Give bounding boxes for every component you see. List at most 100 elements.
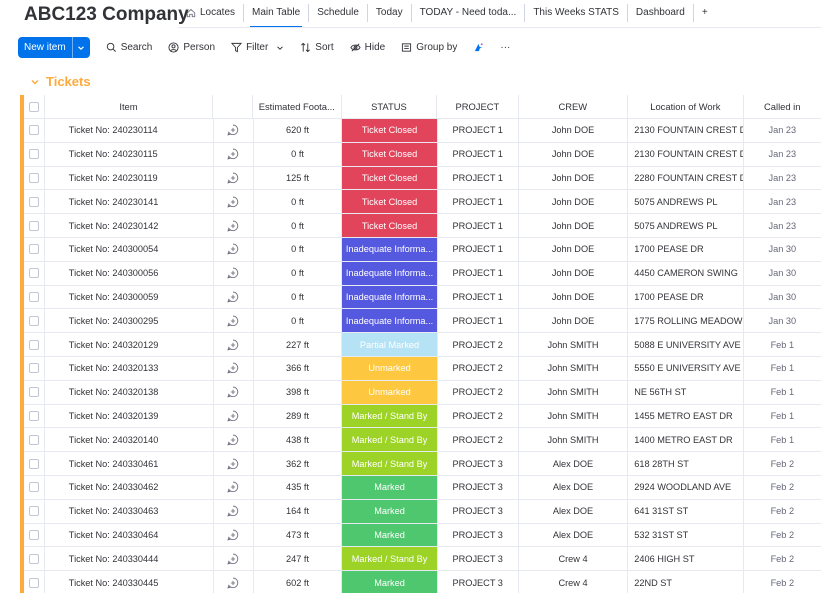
status-cell[interactable]: Partial Marked <box>342 333 438 356</box>
row-checkbox[interactable] <box>28 220 39 231</box>
project-cell[interactable]: PROJECT 1 <box>438 309 519 333</box>
location-cell[interactable]: 1455 METRO EAST DR <box>628 404 744 428</box>
row-checkbox[interactable] <box>28 387 39 398</box>
table-row[interactable]: Ticket No: 240230141 0 ft Ticket Closed PRO… <box>24 190 821 215</box>
status-cell[interactable]: Marked <box>342 499 438 523</box>
called-in-cell[interactable]: Jan 30 <box>768 315 797 326</box>
location-cell[interactable]: 1775 ROLLING MEADOWS ... <box>628 309 744 333</box>
row-select-cell[interactable] <box>24 571 45 593</box>
project-cell[interactable]: PROJECT 1 <box>438 166 519 190</box>
crew-cell[interactable]: John DOE <box>519 237 629 261</box>
estimated-footage-cell[interactable]: 0 ft <box>254 285 343 309</box>
tab-weeks-stats[interactable]: This Weeks STATS <box>525 4 628 22</box>
row-checkbox[interactable] <box>28 149 39 160</box>
estimated-footage-cell[interactable]: 164 ft <box>254 499 343 523</box>
add-update-button[interactable] <box>214 380 254 404</box>
add-update-button[interactable] <box>214 499 254 523</box>
board-title[interactable]: ABC123 Company <box>24 4 189 25</box>
status-badge[interactable]: Unmarked <box>342 380 437 404</box>
project-cell[interactable]: PROJECT 1 <box>438 142 519 166</box>
estimated-footage-cell[interactable]: 366 ft <box>254 356 343 380</box>
item-name-cell[interactable]: Ticket No: 240320133 <box>45 356 215 380</box>
estimated-footage-cell[interactable]: 438 ft <box>254 428 343 452</box>
location-cell[interactable]: 1700 PEASE DR <box>628 237 744 261</box>
column-header-location[interactable]: Location of Work <box>628 95 744 118</box>
item-name-cell[interactable]: Ticket No: 240300056 <box>45 261 215 285</box>
item-name-cell[interactable]: Ticket No: 240330444 <box>45 547 215 571</box>
called-in-cell[interactable]: Jan 23 <box>768 196 797 207</box>
crew-cell[interactable]: John SMITH <box>519 428 629 452</box>
status-cell[interactable]: Inadequate Informa... <box>342 261 438 285</box>
add-update-button[interactable] <box>214 428 254 452</box>
called-in-cell[interactable]: Jan 23 <box>768 149 797 160</box>
status-badge[interactable]: Ticket Closed <box>342 119 437 142</box>
called-in-cell[interactable]: Jan 23 <box>768 172 797 183</box>
status-badge[interactable]: Marked <box>342 475 437 499</box>
add-view-button[interactable]: + <box>694 4 716 22</box>
crew-cell[interactable]: John DOE <box>519 214 629 237</box>
row-checkbox[interactable] <box>28 363 39 374</box>
status-badge[interactable]: Ticket Closed <box>342 214 437 237</box>
estimated-footage-cell[interactable]: 473 ft <box>254 523 343 547</box>
row-checkbox[interactable] <box>28 268 39 279</box>
row-select-cell[interactable] <box>24 452 45 475</box>
add-update-button[interactable] <box>214 309 254 333</box>
table-row[interactable]: Ticket No: 240330444 247 ft Marked / Stand… <box>24 547 821 572</box>
status-badge[interactable]: Unmarked <box>342 356 437 380</box>
row-select-cell[interactable] <box>24 547 45 571</box>
group-title[interactable]: Tickets <box>46 74 91 89</box>
called-in-cell[interactable]: Feb 1 <box>770 339 795 350</box>
called-in-cell[interactable]: Feb 2 <box>770 506 795 517</box>
row-checkbox[interactable] <box>28 410 39 421</box>
add-update-button[interactable] <box>214 166 254 190</box>
add-update-button[interactable] <box>214 356 254 380</box>
location-cell[interactable]: 532 31ST ST <box>628 523 744 547</box>
called-in-cell[interactable]: Feb 1 <box>770 434 795 445</box>
location-cell[interactable]: 2406 HIGH ST <box>628 547 744 571</box>
status-badge[interactable]: Ticket Closed <box>342 190 437 214</box>
called-in-cell[interactable]: Jan 30 <box>768 268 797 279</box>
crew-cell[interactable]: Alex DOE <box>519 523 629 547</box>
person-filter-button[interactable]: Person <box>168 42 215 53</box>
estimated-footage-cell[interactable]: 362 ft <box>254 452 343 475</box>
add-update-button[interactable] <box>214 404 254 428</box>
new-item-button[interactable]: New item <box>18 37 90 58</box>
location-cell[interactable]: 1700 PEASE DR <box>628 285 744 309</box>
location-cell[interactable]: 5088 E UNIVERSITY AVE <box>628 333 744 356</box>
table-row[interactable]: Ticket No: 240320129 227 ft Partial Marked… <box>24 333 821 357</box>
group-header-tickets[interactable]: Tickets <box>30 74 91 89</box>
hide-button[interactable]: Hide <box>350 42 385 53</box>
more-options-button[interactable]: ··· <box>500 42 510 53</box>
estimated-footage-cell[interactable]: 0 ft <box>254 214 343 237</box>
status-badge[interactable]: Marked / Stand By <box>342 428 437 452</box>
table-row[interactable]: Ticket No: 240230119 125 ft Ticket Closed P… <box>24 166 821 191</box>
status-cell[interactable]: Inadequate Informa... <box>342 309 438 333</box>
row-checkbox[interactable] <box>28 577 39 588</box>
crew-cell[interactable]: John DOE <box>519 285 629 309</box>
status-cell[interactable]: Marked <box>342 571 438 593</box>
row-select-cell[interactable] <box>24 309 45 333</box>
row-select-cell[interactable] <box>24 119 45 142</box>
status-cell[interactable]: Ticket Closed <box>342 214 438 237</box>
add-update-button[interactable] <box>214 285 254 309</box>
status-badge[interactable]: Marked <box>342 571 437 593</box>
row-select-cell[interactable] <box>24 261 45 285</box>
add-update-button[interactable] <box>214 571 254 593</box>
table-row[interactable]: Ticket No: 240330462 435 ft Marked PROJECT … <box>24 475 821 500</box>
status-cell[interactable]: Ticket Closed <box>342 119 438 142</box>
project-cell[interactable]: PROJECT 1 <box>438 237 519 261</box>
project-cell[interactable]: PROJECT 2 <box>438 404 519 428</box>
project-cell[interactable]: PROJECT 2 <box>438 333 519 356</box>
location-cell[interactable]: NE 56TH ST <box>628 380 744 404</box>
crew-cell[interactable]: John DOE <box>519 166 629 190</box>
crew-cell[interactable]: John SMITH <box>519 380 629 404</box>
crew-cell[interactable]: John DOE <box>519 261 629 285</box>
estimated-footage-cell[interactable]: 0 ft <box>254 237 343 261</box>
crew-cell[interactable]: John SMITH <box>519 356 629 380</box>
status-badge[interactable]: Marked / Stand By <box>342 452 437 475</box>
tab-schedule[interactable]: Schedule <box>309 4 368 22</box>
status-badge[interactable]: Inadequate Informa... <box>342 261 437 285</box>
estimated-footage-cell[interactable]: 125 ft <box>254 166 343 190</box>
item-name-cell[interactable]: Ticket No: 240300295 <box>45 309 215 333</box>
location-cell[interactable]: 5550 E UNIVERSITY AVE <box>628 356 744 380</box>
